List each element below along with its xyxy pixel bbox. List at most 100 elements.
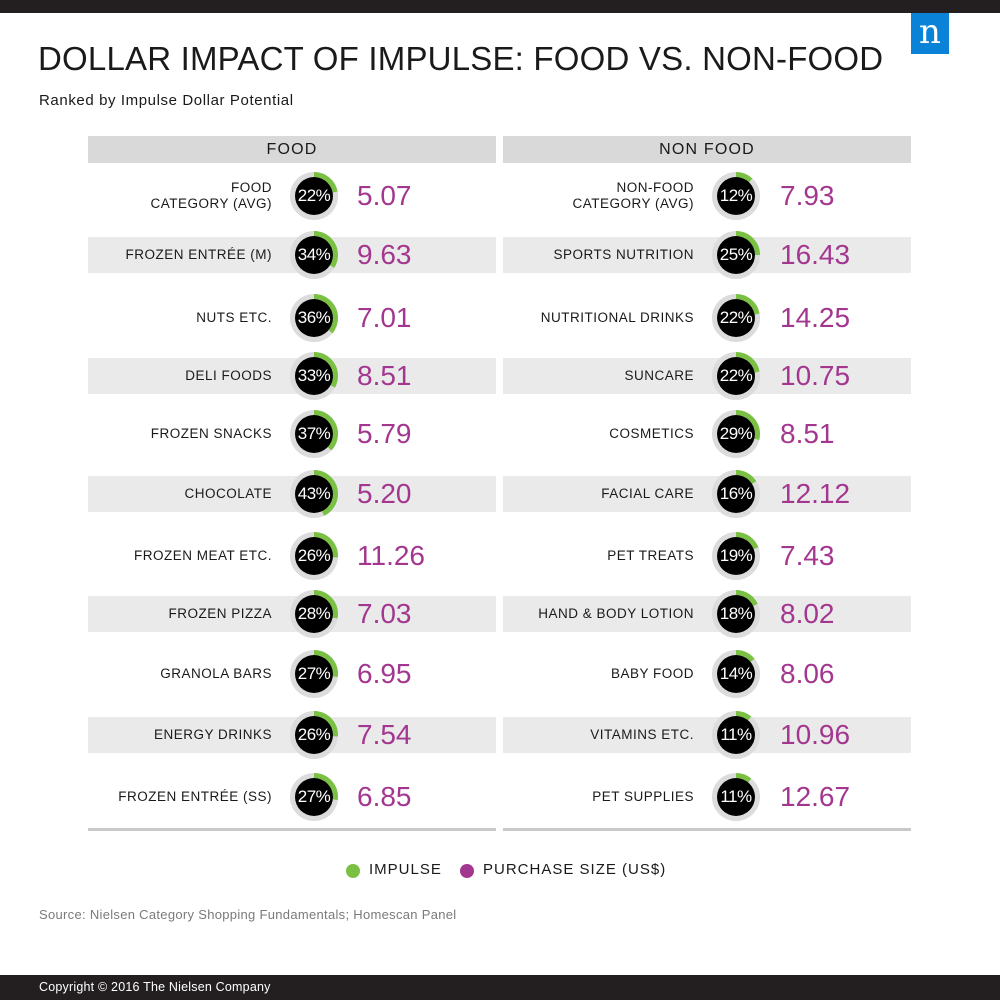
impulse-arc [290,231,338,279]
purchase-size-value: 12.67 [780,781,851,812]
impulse-disc [717,475,755,513]
impulse-disc [717,236,755,274]
impulse-arc [290,352,338,400]
non-food-column-header: NON FOOD [503,136,911,163]
impulse-ring: 22% [288,170,340,222]
impulse-percent: 11% [720,725,752,744]
impulse-ring: 22% [710,292,762,344]
non-food-row: HAND & BODY LOTION [503,596,911,632]
impulse-ring: 12% [710,170,762,222]
impulse-percent: 26% [297,725,331,744]
category-label: FROZEN ENTRÉE (SS) [118,789,272,804]
purchase-size-value: 10.75 [780,360,851,391]
impulse-percent: 18% [719,604,753,623]
impulse-disc [717,655,755,693]
impulse-arc [290,650,338,698]
impulse-ring: 26% [288,530,340,582]
non-food-row: PET SUPPLIES [503,779,911,815]
impulse-ring: 29% [710,408,762,460]
impulse-percent: 25% [719,245,753,264]
category-label: DELI FOODS [185,368,272,383]
category-label: CHOCOLATE [184,486,272,501]
non-food-row: SPORTS NUTRITION [503,237,911,273]
impulse-ring: 18% [710,588,762,640]
purchase-size-value: 7.54 [357,719,412,750]
category-label: COSMETICS [609,426,694,441]
impulse-arc [290,590,338,638]
impulse-disc [295,299,333,337]
purchase-size-value: 12.12 [780,478,851,509]
legend-purchase-size-label: PURCHASE SIZE (US$) [483,861,667,878]
impulse-percent: 28% [297,604,331,623]
purchase-size-value: 9.63 [357,239,412,270]
impulse-percent: 19% [719,546,753,565]
purchase-size-value: 8.51 [357,360,412,391]
impulse-percent: 37% [297,424,331,443]
source-note: Source: Nielsen Category Shopping Fundam… [39,907,457,922]
page-subtitle: Ranked by Impulse Dollar Potential [39,92,294,109]
impulse-percent: 11% [720,787,752,806]
impulse-percent: 12% [719,186,753,205]
impulse-arc [712,231,760,279]
impulse-ring: 36% [288,292,340,344]
impulse-disc [295,595,333,633]
impulse-disc [295,475,333,513]
purchase-size-value: 5.79 [357,418,412,449]
impulse-disc [295,778,333,816]
food-row: FROZEN SNACKS [88,416,496,452]
impulse-disc [717,537,755,575]
non-food-row: VITAMINS ETC. [503,717,911,753]
impulse-arc [712,172,760,220]
food-row: NUTS ETC. [88,300,496,336]
purchase-size-value: 6.85 [357,781,412,812]
category-label: FROZEN ENTRÉE (M) [125,247,272,262]
food-row: FROZEN MEAT ETC. [88,538,496,574]
food-row: FROZEN ENTRÉE (SS) [88,779,496,815]
impulse-arc [290,711,338,759]
impulse-arc [712,410,760,458]
purchase-size-value: 7.93 [780,180,835,211]
impulse-percent: 33% [297,366,331,385]
impulse-disc [717,595,755,633]
impulse-ring: 16% [710,468,762,520]
impulse-ring: 22% [710,350,762,402]
impulse-percent: 16% [719,484,753,503]
impulse-percent: 14% [719,664,753,683]
food-row: GRANOLA BARS [88,656,496,692]
impulse-arc [712,650,760,698]
category-label: SUNCARE [624,368,694,383]
non-food-row: SUNCARE [503,358,911,394]
impulse-arc [712,773,760,821]
category-label: HAND & BODY LOTION [538,606,694,621]
non-food-row: PET TREATS [503,538,911,574]
impulse-ring: 11% [710,771,762,823]
impulse-arc [712,294,760,342]
category-label: FROZEN MEAT ETC. [133,548,272,563]
food-row: FOOD CATEGORY (AVG) [88,178,496,214]
impulse-arc [290,410,338,458]
impulse-percent: 22% [719,366,753,385]
non-food-row: BABY FOOD [503,656,911,692]
impulse-ring: 33% [288,350,340,402]
purchase-size-value: 10.96 [780,719,851,750]
non-food-row: FACIAL CARE [503,476,911,512]
category-label: PET TREATS [607,548,694,563]
purchase-size-value: 6.95 [357,658,412,689]
impulse-disc [717,299,755,337]
impulse-arc [290,532,338,580]
category-label: SPORTS NUTRITION [553,247,694,262]
non-food-column-bottom-rule [503,828,911,831]
impulse-ring: 37% [288,408,340,460]
impulse-disc [717,415,755,453]
impulse-arc [290,470,338,518]
category-label: FOOD CATEGORY (AVG) [150,180,272,211]
non-food-row: NUTRITIONAL DRINKS [503,300,911,336]
impulse-percent: 43% [297,484,331,503]
category-label: GRANOLA BARS [160,666,272,681]
impulse-arc [290,172,338,220]
purchase-size-value: 7.01 [357,302,412,333]
page-title: DOLLAR IMPACT OF IMPULSE: FOOD VS. NON-F… [38,40,884,77]
impulse-ring: 43% [288,468,340,520]
impulse-percent: 34% [297,245,331,264]
category-label: FROZEN SNACKS [150,426,272,441]
